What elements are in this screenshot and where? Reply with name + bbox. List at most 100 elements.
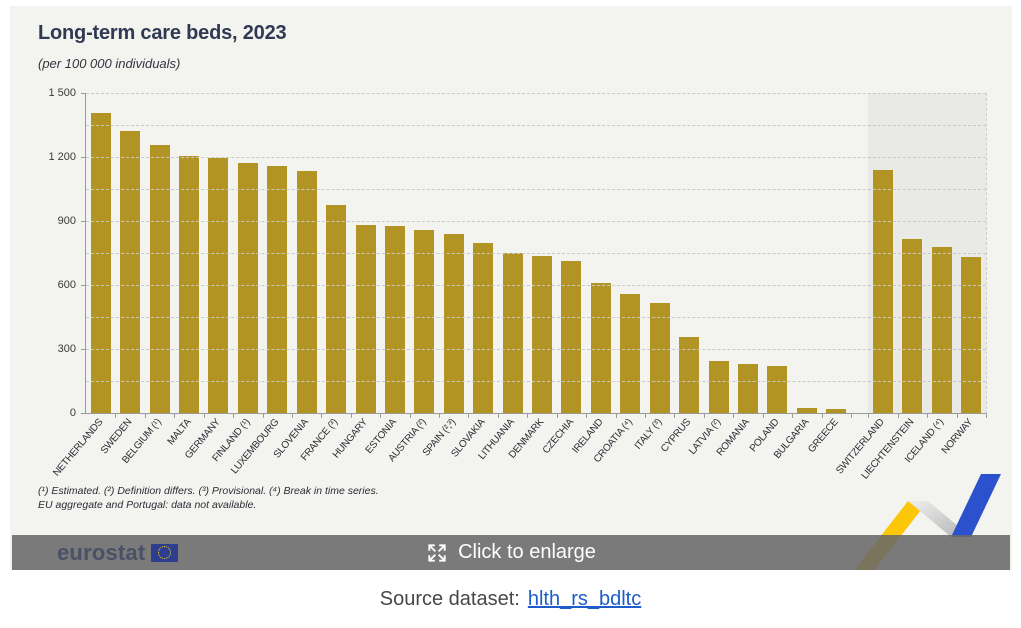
bar xyxy=(532,255,553,413)
chart-subtitle: (per 100 000 individuals) xyxy=(38,56,181,71)
y-tick-label: 1 500 xyxy=(48,87,76,99)
bar xyxy=(267,165,288,413)
bar-slot: LUXEMBOURG xyxy=(229,93,294,476)
y-tick-label: 900 xyxy=(57,215,76,227)
bar xyxy=(296,170,317,413)
y-tick-label: 600 xyxy=(57,279,76,291)
footnote-line-2: EU aggregate and Portugal: data not avai… xyxy=(38,498,257,511)
y-tick-mark xyxy=(81,349,85,350)
bar-slot: IRELAND xyxy=(570,93,618,456)
bar xyxy=(355,225,376,413)
gridline xyxy=(86,381,986,382)
y-tick-mark xyxy=(81,413,85,414)
bar xyxy=(902,239,923,413)
bar xyxy=(649,303,670,413)
bar xyxy=(502,253,523,413)
bar-slot: DENMARK xyxy=(507,93,559,461)
gridline xyxy=(86,93,986,94)
bar xyxy=(961,257,982,413)
bar-slot: CZECHIA xyxy=(540,93,588,456)
bar xyxy=(590,282,611,413)
bar-slot: FINLAND (¹) xyxy=(210,93,264,464)
bar-slot: ESTONIA xyxy=(364,93,412,456)
bar-slot: SLOVENIA xyxy=(272,93,323,461)
bar-slot: GREECE xyxy=(806,93,853,455)
y-tick-label: 300 xyxy=(57,343,76,355)
bar xyxy=(796,408,817,413)
gridline xyxy=(86,189,986,190)
bar-slot: AUSTRIA (²) xyxy=(387,93,441,464)
y-tick-mark xyxy=(81,157,85,158)
bar-slot: POLAND xyxy=(748,93,794,454)
x-axis-label: MALTA xyxy=(165,416,194,448)
footnotes: (¹) Estimated. (²) Definition differs. (… xyxy=(38,485,379,512)
bar xyxy=(737,364,758,413)
gridline xyxy=(86,317,986,318)
gridline xyxy=(86,253,986,254)
bar-slot: ICELAND (⁴) xyxy=(903,93,957,465)
bar xyxy=(178,155,199,413)
bar-slot: LIECHTENSTEIN xyxy=(860,93,928,482)
footnote-line-1: (¹) Estimated. (²) Definition differs. (… xyxy=(38,485,379,497)
eurostat-logo: eurostat xyxy=(57,539,179,566)
bar xyxy=(872,169,893,413)
y-tick-mark xyxy=(81,221,85,222)
bar xyxy=(326,205,347,413)
bar-slot: NORWAY xyxy=(940,93,987,456)
bar-slot: SWEDEN xyxy=(99,93,147,456)
bar xyxy=(384,226,405,413)
chart-widget[interactable]: Long-term care beds, 2023 (per 100 000 i… xyxy=(10,6,1012,570)
bar xyxy=(931,246,952,413)
x-axis-label: NETHERLANDS xyxy=(50,416,105,479)
bar-slot: LATVIA (²) xyxy=(687,93,735,457)
bar-slot: ROMANIA xyxy=(715,93,765,458)
bar xyxy=(708,360,729,413)
source-dataset-link[interactable]: hlth_rs_bdltc xyxy=(527,587,642,610)
bar-slot: FRANCE (³) xyxy=(299,93,353,463)
y-tick-label: 0 xyxy=(69,407,76,419)
eurostat-logo-text: eurostat xyxy=(57,539,146,565)
bar-slot: LITHUANIA xyxy=(477,93,529,462)
bottom-toolbar: eurostat Click to enlarge xyxy=(12,535,1010,570)
bar xyxy=(473,243,494,413)
plot-area: SWITZERLAND LIECHTENSTEIN ICELAND (⁴) NORWA… xyxy=(51,93,987,482)
source-dataset-row: Source dataset: hlth_rs_bdltc xyxy=(0,570,1021,628)
bar xyxy=(237,163,258,413)
gridline xyxy=(86,349,986,350)
bar-slot: BULGARIA xyxy=(772,93,823,461)
gridline xyxy=(86,221,986,222)
click-to-enlarge-label: Click to enlarge xyxy=(458,541,596,563)
chart-title: Long-term care beds, 2023 xyxy=(38,22,287,44)
efta-bar-group: SWITZERLAND LIECHTENSTEIN ICELAND (⁴) NORWA… xyxy=(835,93,987,482)
bar xyxy=(620,294,641,413)
bar xyxy=(443,233,464,413)
bar xyxy=(826,409,847,413)
eu-bar-group: NETHERLANDS SWEDEN BELGIUM (¹) MALTA GERMANY… xyxy=(51,93,853,479)
y-tick-mark xyxy=(81,93,85,94)
bar xyxy=(120,131,141,413)
y-axis-labels: 0 300 600 900 1 200 1 500 xyxy=(10,87,76,419)
bar xyxy=(561,261,582,413)
x-axis-label: GREECE xyxy=(806,416,841,456)
bar xyxy=(90,113,111,413)
bar-slot: SWITZERLAND xyxy=(835,93,898,476)
click-to-enlarge-button[interactable]: Click to enlarge xyxy=(426,541,596,564)
gridline xyxy=(86,125,986,126)
eu-flag-icon xyxy=(151,543,179,562)
gridline xyxy=(86,157,986,158)
source-dataset-label: Source dataset: xyxy=(379,587,520,610)
bar xyxy=(149,145,170,413)
bar-slot: CYPRUS xyxy=(659,93,706,455)
bar xyxy=(414,229,435,413)
gridline xyxy=(86,285,986,286)
y-tick-mark xyxy=(81,285,85,286)
expand-icon xyxy=(428,543,446,562)
bar-slot: SPAIN (²,³) xyxy=(421,93,470,458)
bar-slot: CROATIA (⁴) xyxy=(592,93,647,465)
bar-slot: HUNGARY xyxy=(331,93,382,461)
bar xyxy=(679,337,700,413)
bar-slot: NETHERLANDS xyxy=(51,93,117,479)
bar-slot: ITALY (³) xyxy=(632,93,676,452)
bar-slot: MALTA xyxy=(165,93,206,447)
